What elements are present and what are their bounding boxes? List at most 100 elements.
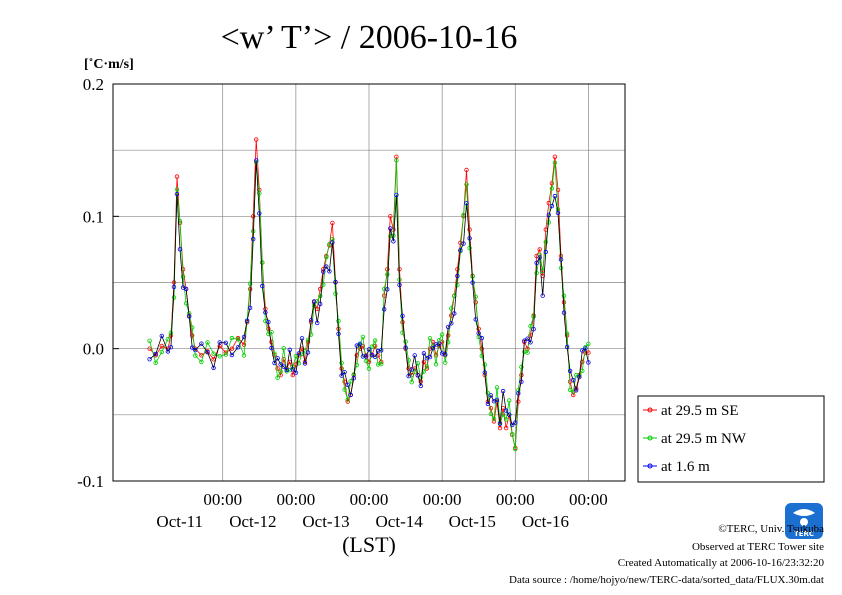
data-point (522, 338, 527, 343)
data-point (263, 310, 268, 315)
data-point (281, 346, 286, 351)
x-tick-time: 00:00 (496, 490, 535, 509)
footer-copyright: ©TERC, Univ. Tsukuba (718, 523, 824, 535)
data-point (339, 373, 344, 378)
data-point (427, 336, 433, 341)
data-point (564, 331, 570, 336)
data-point (199, 359, 204, 365)
data-point (549, 203, 555, 209)
data-point (375, 362, 381, 367)
data-point (363, 354, 369, 359)
data-point (400, 320, 405, 325)
data-point (391, 239, 396, 244)
legend-marker (647, 435, 653, 441)
data-point (333, 279, 338, 285)
data-point (537, 247, 542, 252)
data-point (311, 299, 317, 304)
data-point (345, 397, 350, 402)
data-point (305, 337, 311, 342)
data-point (455, 273, 460, 279)
legend: at 29.5 m SE at 29.5 m NW at 1.6 m (637, 395, 825, 483)
data-point (360, 334, 366, 340)
data-point (488, 406, 494, 411)
data-point (479, 346, 484, 351)
data-point (372, 338, 378, 343)
data-point (412, 353, 417, 358)
data-point (549, 186, 555, 191)
data-point (467, 245, 472, 251)
data-point (260, 283, 265, 289)
data-point (147, 338, 152, 343)
data-point (507, 412, 512, 417)
data-point (165, 337, 171, 342)
data-point (211, 351, 216, 356)
data-point (415, 373, 420, 378)
data-point (336, 318, 341, 324)
data-point (430, 346, 436, 351)
data-point (318, 293, 323, 299)
data-point (537, 255, 542, 260)
data-point (552, 193, 558, 199)
data-point (342, 370, 347, 375)
data-point (269, 339, 274, 345)
data-point (586, 341, 591, 346)
data-point (278, 362, 283, 367)
data-point (296, 351, 302, 356)
data-point (275, 366, 280, 371)
data-point (354, 343, 359, 348)
data-point (385, 272, 390, 277)
data-point (357, 341, 363, 346)
data-point (174, 191, 180, 197)
x-tick-date: Oct-12 (229, 512, 276, 531)
data-point (257, 211, 262, 216)
data-point (254, 137, 259, 142)
data-point (287, 347, 292, 352)
data-point (491, 419, 497, 424)
data-point (452, 311, 457, 316)
data-point (571, 392, 576, 398)
data-point (418, 375, 423, 380)
data-point (537, 252, 542, 258)
footer-source: Data source : /home/hojyo/new/TERC-data/… (509, 574, 824, 586)
data-point (223, 352, 228, 357)
data-point (189, 345, 195, 350)
data-point (153, 360, 158, 365)
data-point (400, 313, 405, 319)
data-point (290, 367, 295, 372)
data-point (467, 236, 472, 241)
data-point (324, 264, 329, 269)
data-point (247, 305, 253, 310)
data-point (330, 220, 335, 226)
legend-marker (647, 407, 653, 413)
data-point (510, 422, 515, 428)
data-point (266, 319, 271, 325)
data-point (263, 318, 268, 324)
data-point (321, 269, 326, 274)
logo-text: TERC (794, 530, 814, 538)
data-point (503, 425, 509, 431)
data-point (266, 326, 271, 331)
data-point (412, 369, 417, 374)
data-point (464, 182, 469, 187)
data-point (382, 286, 387, 292)
data-point (342, 379, 347, 384)
data-point (315, 320, 320, 326)
data-point (528, 323, 533, 329)
data-point (159, 349, 164, 355)
data-point (193, 353, 198, 358)
data-point (205, 350, 210, 355)
footer-created: Created Automatically at 2006-10-16/23:3… (618, 557, 825, 569)
data-point (485, 401, 491, 407)
x-tick-date: Oct-11 (156, 512, 203, 531)
legend-box (637, 395, 825, 483)
data-point (275, 375, 280, 380)
y-tick-label: 0.0 (83, 340, 104, 359)
data-point (281, 364, 286, 369)
y-axis-unit: [˚C·m/s] (84, 57, 134, 72)
data-point (336, 331, 341, 336)
data-point (418, 383, 423, 389)
data-point (385, 287, 390, 292)
data-point (168, 330, 174, 336)
data-point (159, 343, 164, 349)
data-point (583, 350, 588, 355)
